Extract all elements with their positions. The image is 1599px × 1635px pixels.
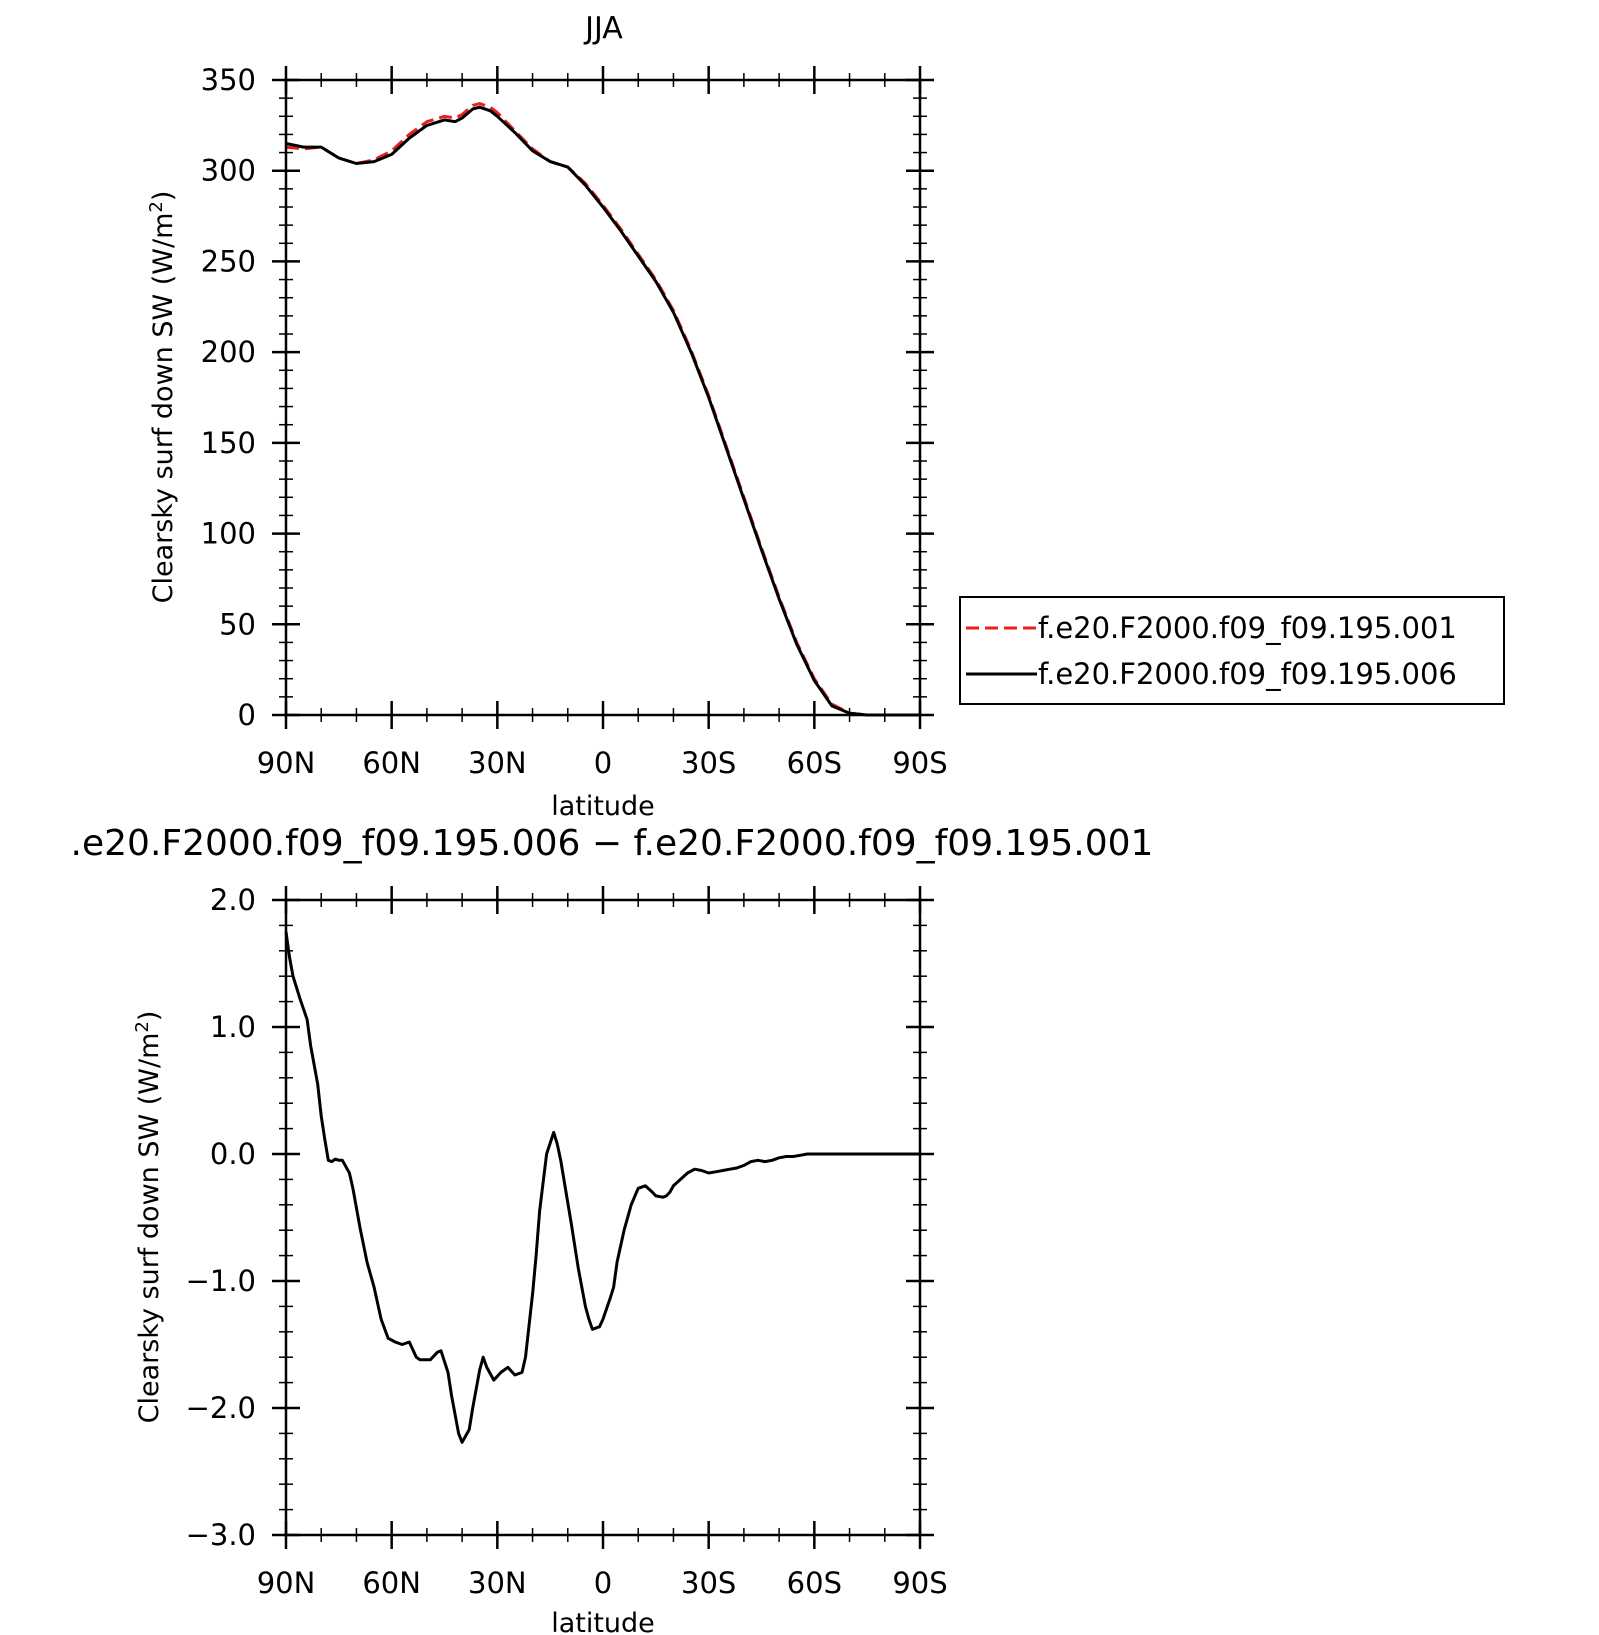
legend: f.e20.F2000.f09_f09.195.001 f.e20.F2000.… xyxy=(959,596,1505,705)
y-tick-label: 0 xyxy=(238,698,256,732)
y-tick-label: 0.0 xyxy=(210,1137,256,1171)
x-tick-label: 30N xyxy=(468,746,527,780)
top-panel: JJA 0 50 100 150 200 250 300 350 90N 60N 30N 0 30S 6… xyxy=(146,11,1505,822)
x-tick-label: 0 xyxy=(594,1566,612,1600)
top-series-lines xyxy=(285,102,920,717)
y-tick-label: 300 xyxy=(201,154,256,188)
bottom-x-axis-label: latitude xyxy=(551,1608,655,1635)
x-tick-label: 90S xyxy=(892,1566,947,1600)
y-tick-label: −2.0 xyxy=(186,1391,256,1425)
top-x-tick-labels: 90N 60N 30N 0 30S 60S 90S xyxy=(257,746,948,780)
x-tick-label: 90N xyxy=(257,1566,316,1600)
x-tick-label: 60N xyxy=(362,746,421,780)
bottom-series-lines xyxy=(284,931,920,1444)
bottom-chart-title: .e20.F2000.f09_f09.195.006 − f.e20.F2000… xyxy=(71,823,1154,864)
bottom-panel: .e20.F2000.f09_f09.195.006 − f.e20.F2000… xyxy=(71,823,1154,1635)
x-tick-label: 90S xyxy=(892,746,947,780)
y-tick-label: 250 xyxy=(201,244,256,278)
series-line-1 xyxy=(285,105,920,717)
y-tick-label: −3.0 xyxy=(186,1518,256,1552)
series-line-0 xyxy=(284,931,920,1444)
x-tick-label: 60N xyxy=(362,1566,421,1600)
x-tick-label: 60S xyxy=(787,746,842,780)
top-chart-title: JJA xyxy=(583,11,623,46)
bottom-ticks xyxy=(272,886,934,1549)
series-line-0 xyxy=(285,102,920,717)
legend-label-006: f.e20.F2000.f09_f09.195.006 xyxy=(1038,657,1457,691)
y-tick-label: 350 xyxy=(201,63,256,97)
x-tick-label: 60S xyxy=(787,1566,842,1600)
legend-box xyxy=(959,596,1505,705)
x-tick-label: 30S xyxy=(681,1566,736,1600)
y-tick-label: 50 xyxy=(219,607,256,641)
bottom-x-tick-labels: 90N 60N 30N 0 30S 60S 90S xyxy=(257,1566,948,1600)
y-tick-label: −1.0 xyxy=(186,1264,256,1298)
top-plot-frame xyxy=(284,78,922,717)
bottom-plot-frame xyxy=(284,898,922,1537)
y-tick-label: 2.0 xyxy=(210,883,256,917)
x-tick-label: 90N xyxy=(257,746,316,780)
bottom-y-axis-label: Clearsky surf down SW (W/m2) xyxy=(132,1011,165,1424)
x-tick-label: 30N xyxy=(468,1566,527,1600)
x-tick-label: 0 xyxy=(594,746,612,780)
y-tick-label: 100 xyxy=(201,517,256,551)
bottom-y-tick-labels: 2.0 1.0 0.0 −1.0 −2.0 −3.0 xyxy=(186,883,256,1552)
top-ticks xyxy=(272,66,934,729)
y-tick-label: 200 xyxy=(201,335,256,369)
x-tick-label: 30S xyxy=(681,746,736,780)
y-tick-label: 150 xyxy=(201,426,256,460)
top-y-tick-labels: 0 50 100 150 200 250 300 350 xyxy=(201,63,256,732)
y-tick-label: 1.0 xyxy=(210,1010,256,1044)
top-y-axis-label: Clearsky surf down SW (W/m2) xyxy=(146,191,179,604)
legend-label-001: f.e20.F2000.f09_f09.195.001 xyxy=(1038,611,1457,645)
top-x-axis-label: latitude xyxy=(551,791,655,822)
